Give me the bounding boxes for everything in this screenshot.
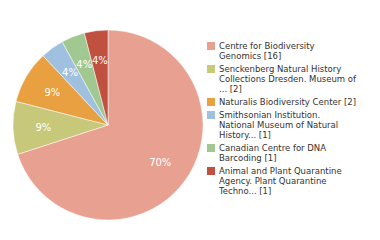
- html-text:Canadian Centre for DNA Barcod: Canadian Centre for DNA Barcoding [1]: [219, 143, 326, 163]
- html-text:Animal and Plant Quarantine Ag: Animal and Plant Quarantine Agency. Plan…: [219, 166, 342, 196]
- html-text:Naturalis Biodiversity Center: Naturalis Biodiversity Center [2]: [219, 97, 356, 107]
- svg-text:9%: 9%: [44, 87, 60, 98]
- svg-text:4%: 4%: [92, 55, 108, 66]
- svg-text:70%: 70%: [149, 157, 171, 168]
- svg-text:9%: 9%: [35, 122, 51, 133]
- html-text:Senckenberg Natural History Co: Senckenberg Natural History Collections …: [219, 64, 356, 94]
- html-text:Centre for Biodiversity Genomi: Centre for Biodiversity Genomics [16]: [219, 41, 315, 61]
- svg-text:4%: 4%: [62, 67, 78, 79]
- svg-text:4%: 4%: [76, 59, 92, 70]
- html-text:Smithsonian Institution. Natio: Smithsonian Institution. National Museum…: [219, 110, 339, 140]
